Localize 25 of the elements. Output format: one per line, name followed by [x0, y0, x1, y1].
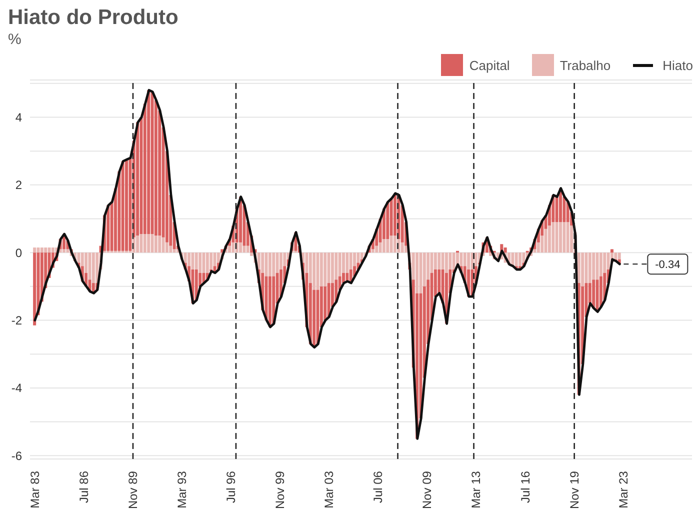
x-tick-label: Mar 83	[28, 470, 42, 508]
x-tick-label: Jul 96	[224, 470, 238, 504]
x-tick-label: Nov 89	[126, 470, 140, 510]
x-tick-label: Mar 23	[616, 470, 630, 508]
x-tick-label: Mar 13	[469, 470, 484, 508]
x-tick-label: Nov 09	[420, 470, 434, 510]
x-tick-label: Mar 03	[322, 470, 336, 508]
y-tick-label: -6	[11, 448, 22, 463]
legend-label: Capital	[469, 58, 510, 72]
legend-label: Hiato	[662, 58, 693, 72]
x-tick-label: Jul 06	[371, 470, 386, 504]
y-tick-label: 2	[15, 178, 22, 192]
y-tick-label: 4	[15, 110, 22, 124]
x-tick-label: Nov 19	[567, 470, 582, 510]
x-tick-label: Jul 16	[518, 470, 532, 504]
y-tick-label: 0	[15, 246, 22, 260]
y-tick-label: -4	[11, 381, 22, 396]
legend-label: Trabalho	[560, 58, 611, 72]
annotation: -0.34	[655, 259, 680, 272]
chart-title: Hiato do Produto	[8, 6, 178, 30]
x-tick-label: Nov 99	[273, 470, 288, 510]
y-tick-label: -2	[11, 314, 22, 328]
chart-subtitle: %	[8, 31, 22, 48]
x-tick-label: Mar 93	[175, 470, 190, 508]
x-tick-label: Jul 86	[76, 470, 91, 504]
